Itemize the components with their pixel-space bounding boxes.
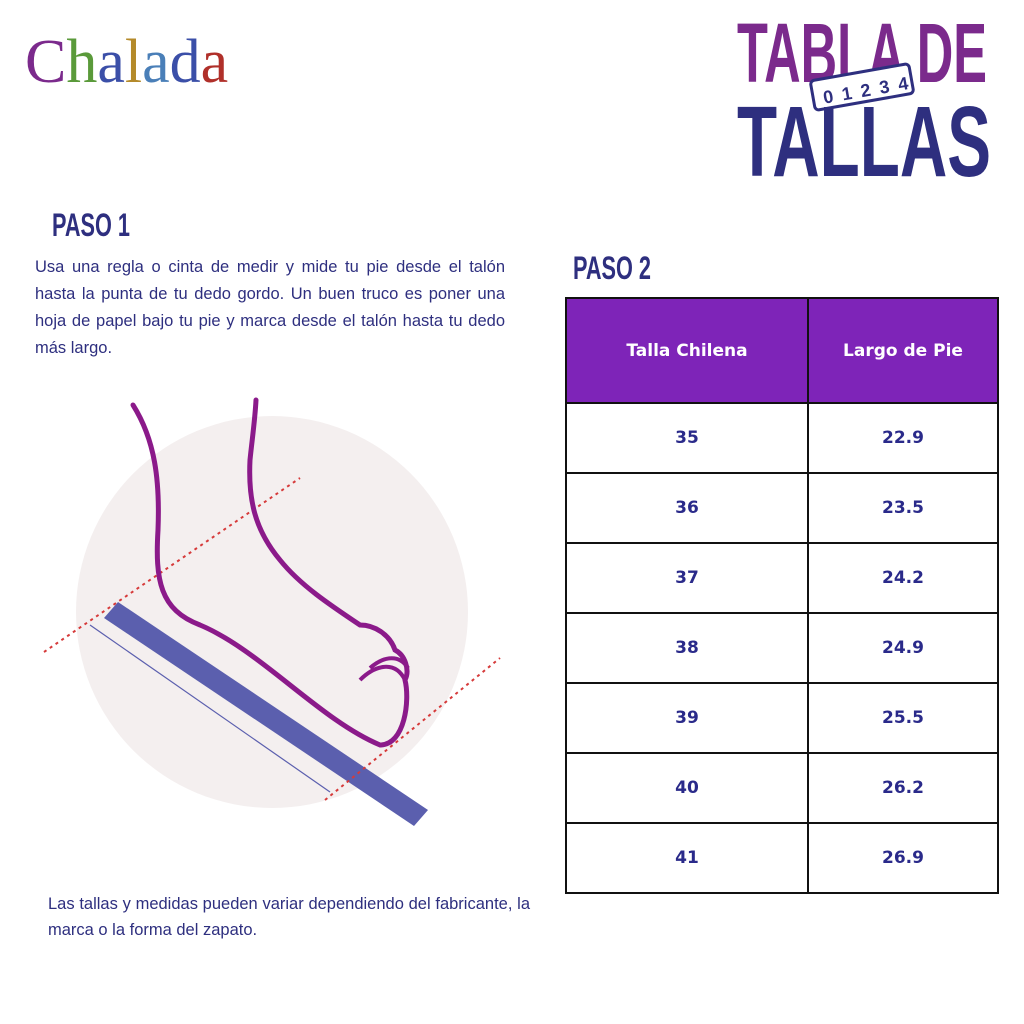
table-cell: 26.9 <box>807 822 999 894</box>
table-cell: 24.2 <box>807 542 999 614</box>
column-header: Largo de Pie <box>807 297 999 404</box>
ruler-digit: 4 <box>896 73 909 94</box>
column-header: Talla Chilena <box>565 297 809 404</box>
table-cell: 41 <box>565 822 809 894</box>
step1-heading: PASO 1 <box>52 207 130 243</box>
title-line2: TALLAS <box>737 86 991 198</box>
ruler-digit: 0 <box>822 86 835 107</box>
logo: Chalada <box>25 28 228 96</box>
note: Las tallas y medidas pueden variar depen… <box>48 895 530 939</box>
table-row: 41 26.9 <box>565 822 999 894</box>
table-cell: 37 <box>565 542 809 614</box>
table-row: 40 26.2 <box>565 752 999 824</box>
ruler-digit: 1 <box>840 83 853 104</box>
table-cell: 38 <box>565 612 809 684</box>
table-cell: 39 <box>565 682 809 754</box>
table-cell: 26.2 <box>807 752 999 824</box>
table-row: 35 22.9 <box>565 402 999 474</box>
table-row: 38 24.9 <box>565 612 999 684</box>
table-row: 36 23.5 <box>565 472 999 544</box>
table-cell: 23.5 <box>807 472 999 544</box>
ruler-digit: 2 <box>859 80 872 101</box>
table-cell: 36 <box>565 472 809 544</box>
table-cell: 22.9 <box>807 402 999 474</box>
table-cell: 25.5 <box>807 682 999 754</box>
step1-text: Usa una regla o cinta de medir y mide tu… <box>35 258 505 357</box>
foot-illustration <box>43 397 501 826</box>
ruler-digit: 3 <box>878 76 891 97</box>
step2-heading: PASO 2 <box>573 250 651 286</box>
table-row: 39 25.5 <box>565 682 999 754</box>
size-table: Talla Chilena Largo de Pie 35 22.9 36 23.5 3… <box>565 297 999 894</box>
table-cell: 24.9 <box>807 612 999 684</box>
table-row: 37 24.2 <box>565 542 999 614</box>
table-cell: 35 <box>565 402 809 474</box>
table-cell: 40 <box>565 752 809 824</box>
